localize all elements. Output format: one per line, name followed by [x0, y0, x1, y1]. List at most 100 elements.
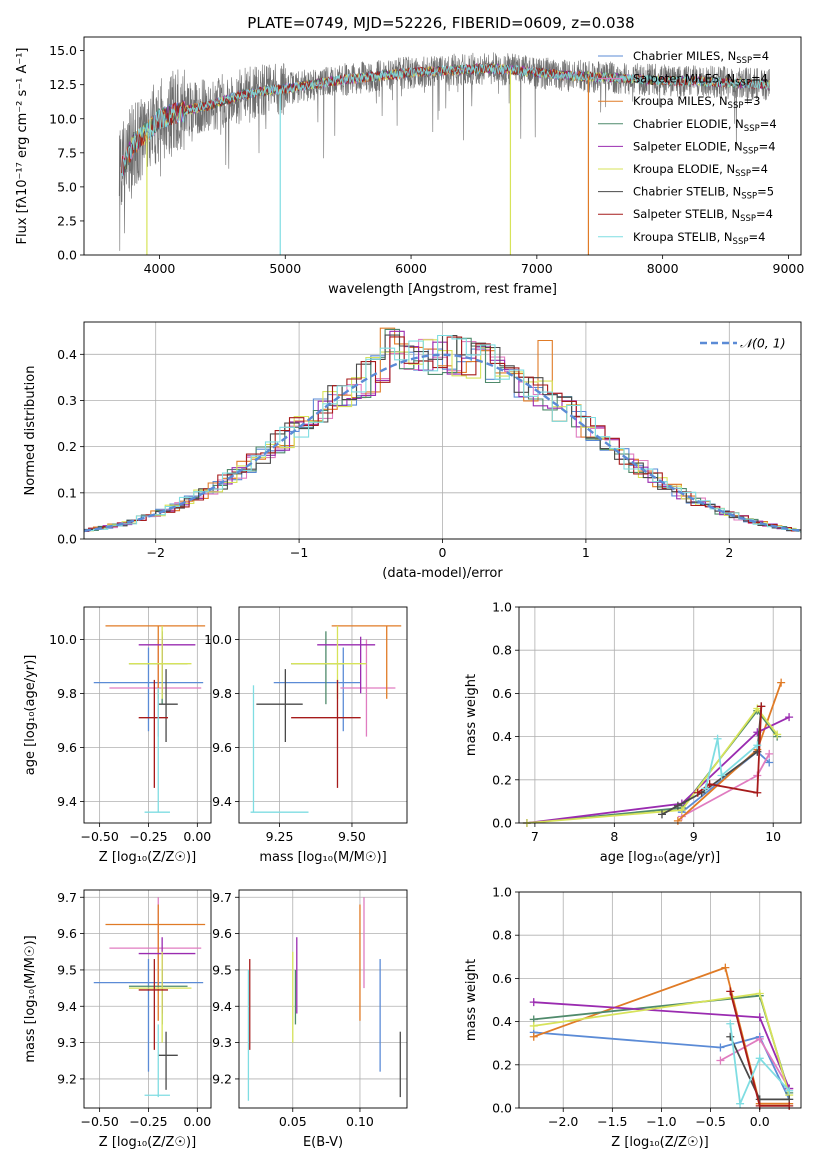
- legend-suffix: =4: [760, 117, 777, 131]
- y-tick-label: 0.0: [492, 816, 512, 831]
- error-bar-point: [138, 959, 169, 1050]
- weight-point-marker: [755, 1013, 764, 1022]
- weight-point-marker: [753, 741, 762, 750]
- error-bar-point: [331, 625, 402, 699]
- weight-vs-metallicity-panel: −2.0 −1.5 −1.0 −0.5 0.0 0.0 0.2 0.4 0.6 0.8 1.0 Z […: [464, 885, 802, 1150]
- error-bar-point: [105, 625, 206, 699]
- x-axis-label: E(B-V): [303, 1135, 343, 1150]
- y-tick-label: 9.8: [57, 686, 77, 701]
- x-tick-label: −0.5: [695, 1114, 725, 1129]
- histogram-series: [84, 334, 801, 534]
- x-tick-label: 6000: [395, 261, 427, 276]
- legend-subscript: SSP: [728, 101, 744, 111]
- x-tick-label: 1: [582, 545, 590, 560]
- age-vs-mass-panel: 9.25 9.50 9.4 9.6 9.8 10.0 mass [log₁₀(M/M☉)]: [204, 606, 408, 865]
- x-tick-label: 9000: [773, 261, 805, 276]
- y-axis-label: Flux [fλ10⁻¹⁷ erg cm⁻² s⁻¹ A⁻¹]: [15, 48, 30, 245]
- weight-point-marker: [529, 998, 538, 1007]
- y-tick-label: 9.6: [212, 926, 232, 941]
- legend-label: Chabrier MILES, N: [633, 49, 736, 63]
- x-axis-label: (data-model)/error: [382, 566, 503, 581]
- axes-frame: [83, 36, 802, 256]
- legend-label: Salpeter ELODIE, N: [633, 139, 743, 153]
- legend-suffix: =3: [743, 94, 760, 108]
- plot-area: [93, 625, 206, 813]
- weight-point-marker: [755, 1034, 764, 1043]
- error-bar-point: [317, 636, 376, 694]
- mass-vs-ebv-panel: 0.05 0.10 9.2 9.3 9.4 9.5 9.6 9.7 E(B-V): [212, 889, 408, 1150]
- legend-entry: Kroupa STELIB, NSSP=4: [633, 230, 765, 247]
- legend-entry: Salpeter STELIB, NSSP=4: [633, 207, 773, 224]
- y-tick-label: 0.4: [492, 1014, 512, 1029]
- y-tick-label: 9.2: [212, 1071, 232, 1086]
- weight-point-marker: [529, 1032, 538, 1041]
- legend-label: Kroupa MILES, N: [633, 94, 728, 108]
- histogram-series: [84, 336, 801, 532]
- legend-entry: Kroupa MILES, NSSP=3: [633, 94, 760, 111]
- y-tick-label: 5.0: [57, 179, 77, 194]
- y-axis-label: mass weight: [464, 959, 479, 1041]
- plot-area: [118, 52, 770, 255]
- weight-vs-age-panel: 7 8 9 10 0.0 0.2 0.4 0.6 0.8 1.0 age [log₁₀(age/yr…: [464, 600, 802, 865]
- y-tick-label: 10.0: [49, 632, 77, 647]
- legend-label: Chabrier STELIB, N: [633, 185, 741, 199]
- plot-area: [250, 625, 402, 813]
- legend-entry: Chabrier MILES, NSSP=4: [633, 49, 769, 66]
- legend-label: Salpeter STELIB, N: [633, 207, 740, 221]
- error-bar-point: [291, 679, 361, 788]
- weight-point-marker: [726, 987, 735, 996]
- plot-area: [84, 327, 801, 534]
- y-tick-label: 9.4: [57, 794, 77, 809]
- y-tick-label: 9.3: [212, 1035, 232, 1050]
- mass-vs-metallicity-panel: −0.50 −0.25 0.00 9.2 9.3 9.4 9.5 9.6 9.7 Z [log₁₀…: [23, 889, 212, 1150]
- legend-entry: Kroupa ELODIE, NSSP=4: [633, 162, 768, 179]
- y-tick-label: 9.5: [57, 962, 77, 977]
- legend-subscript: SSP: [740, 214, 756, 224]
- x-tick-label: 9.25: [266, 829, 294, 844]
- weight-series-line: [533, 1031, 791, 1100]
- histogram-series: [84, 334, 801, 532]
- y-tick-label: 9.6: [212, 740, 232, 755]
- y-tick-label: 0.4: [57, 347, 77, 362]
- legend-suffix: =4: [752, 49, 769, 63]
- model-spectrum-line: [121, 63, 770, 177]
- grid: [239, 607, 407, 823]
- weight-series-line: [704, 738, 758, 789]
- y-tick-label: 9.6: [57, 926, 77, 941]
- weight-point-marker: [765, 749, 774, 758]
- y-tick-label: 15.0: [49, 43, 77, 58]
- y-tick-label: 1.0: [492, 600, 512, 615]
- y-tick-label: 0.8: [492, 928, 512, 943]
- weight-point-marker: [773, 730, 782, 739]
- error-bar-point: [138, 679, 169, 788]
- x-tick-label: −0.25: [129, 1114, 167, 1129]
- weight-point-marker: [753, 788, 762, 797]
- legend-label: Kroupa STELIB, N: [633, 230, 733, 244]
- error-bar-point: [144, 688, 170, 813]
- axes-frame: [518, 606, 802, 824]
- legend-subscript: SSP: [736, 56, 752, 66]
- error-bar-point: [93, 959, 204, 1072]
- weight-point-marker: [693, 788, 702, 797]
- legend-suffix: =5: [757, 185, 774, 199]
- y-tick-label: 0.2: [57, 439, 77, 454]
- y-tick-label: 0.4: [492, 729, 512, 744]
- y-tick-label: 9.7: [212, 890, 232, 905]
- x-tick-label: 0.0: [750, 1114, 770, 1129]
- weight-point-marker: [785, 713, 794, 722]
- x-tick-label: 8000: [647, 261, 679, 276]
- y-tick-label: 2.5: [57, 213, 77, 228]
- legend-suffix: =4: [748, 230, 765, 244]
- y-tick-label: 0.2: [492, 772, 512, 787]
- x-tick-label: 7: [531, 829, 539, 844]
- x-tick-label: 0.05: [279, 1114, 307, 1129]
- y-tick-label: 9.8: [212, 686, 232, 701]
- figure-title: PLATE=0749, MJD=52226, FIBERID=0609, z=0…: [247, 14, 634, 32]
- x-tick-label: −0.50: [80, 829, 118, 844]
- axes-frame: [238, 889, 408, 1109]
- residual-histogram-panel: −2 −1 0 1 2 0.0 0.1 0.2 0.3 0.4 (data-model)/error…: [23, 321, 802, 581]
- y-tick-label: 0.0: [57, 248, 77, 263]
